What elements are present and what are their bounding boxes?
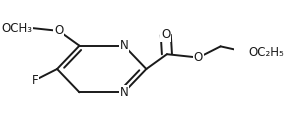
Text: N: N	[120, 39, 128, 52]
Text: OC₂H₅: OC₂H₅	[249, 46, 284, 59]
Text: O: O	[194, 51, 203, 64]
Text: O: O	[54, 24, 63, 37]
Text: N: N	[120, 86, 128, 99]
Text: O: O	[161, 28, 170, 41]
Text: F: F	[32, 74, 38, 87]
Text: OCH₃: OCH₃	[1, 22, 32, 34]
